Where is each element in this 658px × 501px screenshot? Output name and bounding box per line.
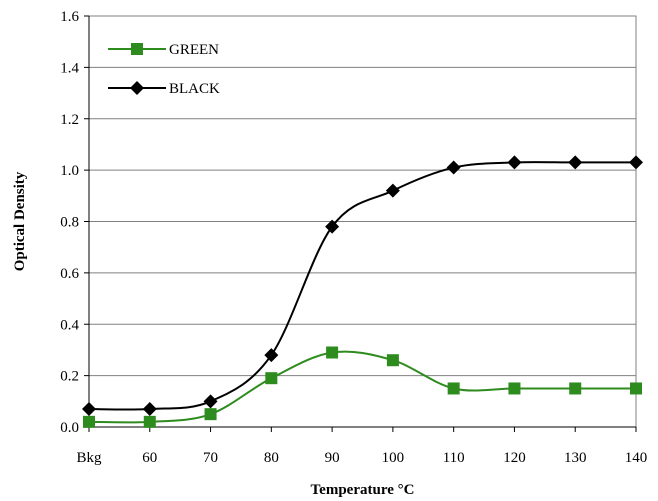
data-point-green bbox=[83, 415, 95, 428]
data-point-green bbox=[386, 354, 399, 367]
x-tick-label: 130 bbox=[564, 450, 587, 466]
series-line-black bbox=[88, 161, 636, 411]
y-tick-label: 0.8 bbox=[60, 215, 79, 231]
data-point-green bbox=[204, 408, 217, 421]
y-axis-title: Optical Density bbox=[12, 171, 28, 271]
series-layer bbox=[82, 155, 643, 428]
data-point-black bbox=[142, 402, 157, 417]
axes bbox=[84, 15, 637, 432]
data-point-black bbox=[82, 402, 96, 417]
y-tick-label: 0.2 bbox=[60, 369, 79, 385]
x-tick-label: 140 bbox=[625, 450, 648, 466]
legend: GREEN BLACK bbox=[108, 42, 220, 97]
x-tick-labels: Bkg 60 70 80 90 100 110 120 130 140 bbox=[76, 450, 647, 466]
y-tick-labels: 0.0 0.2 0.4 0.6 0.8 1.0 1.2 1.4 1.6 bbox=[60, 9, 79, 436]
legend-item-green: GREEN bbox=[108, 42, 219, 58]
y-tick-label: 1.6 bbox=[60, 9, 79, 25]
data-point-green bbox=[569, 382, 582, 395]
data-point-black bbox=[507, 155, 522, 170]
y-tick-label: 0.4 bbox=[60, 317, 79, 333]
series-line-green bbox=[88, 350, 636, 424]
data-point-green bbox=[508, 382, 521, 395]
data-point-black bbox=[385, 183, 400, 198]
legend-item-black: BLACK bbox=[108, 81, 220, 97]
series-black bbox=[82, 155, 643, 417]
x-tick-label: 80 bbox=[264, 450, 279, 466]
legend-label: GREEN bbox=[169, 42, 219, 58]
x-axis-title: Temperature °C bbox=[311, 482, 415, 498]
x-tick-label: 70 bbox=[203, 450, 218, 466]
legend-label: BLACK bbox=[169, 81, 220, 97]
y-tick-label: 1.0 bbox=[60, 163, 79, 179]
x-tick-label: 100 bbox=[382, 450, 405, 466]
data-point-green bbox=[447, 382, 460, 395]
data-point-black bbox=[446, 160, 461, 175]
data-point-black bbox=[568, 155, 583, 170]
series-green bbox=[83, 346, 642, 428]
x-tick-label: Bkg bbox=[76, 450, 102, 466]
y-tick-label: 0.0 bbox=[60, 420, 79, 436]
data-point-black bbox=[629, 155, 643, 170]
y-tick-label: 0.6 bbox=[60, 266, 79, 282]
legend-marker bbox=[130, 81, 144, 95]
x-tick-label: 90 bbox=[325, 450, 340, 466]
legend-marker bbox=[131, 43, 143, 55]
data-point-green bbox=[143, 415, 156, 428]
y-tick-label: 1.4 bbox=[60, 60, 79, 76]
x-tick-label: 120 bbox=[503, 450, 526, 466]
data-point-green bbox=[630, 382, 642, 395]
data-point-green bbox=[326, 346, 339, 359]
y-tick-label: 1.2 bbox=[60, 112, 79, 128]
data-point-black bbox=[203, 394, 218, 409]
gridlines bbox=[89, 15, 636, 377]
x-tick-label: 110 bbox=[443, 450, 465, 466]
data-point-black bbox=[325, 219, 340, 234]
data-point-black bbox=[264, 348, 279, 363]
data-point-green bbox=[265, 372, 278, 385]
x-tick-label: 60 bbox=[142, 450, 157, 466]
